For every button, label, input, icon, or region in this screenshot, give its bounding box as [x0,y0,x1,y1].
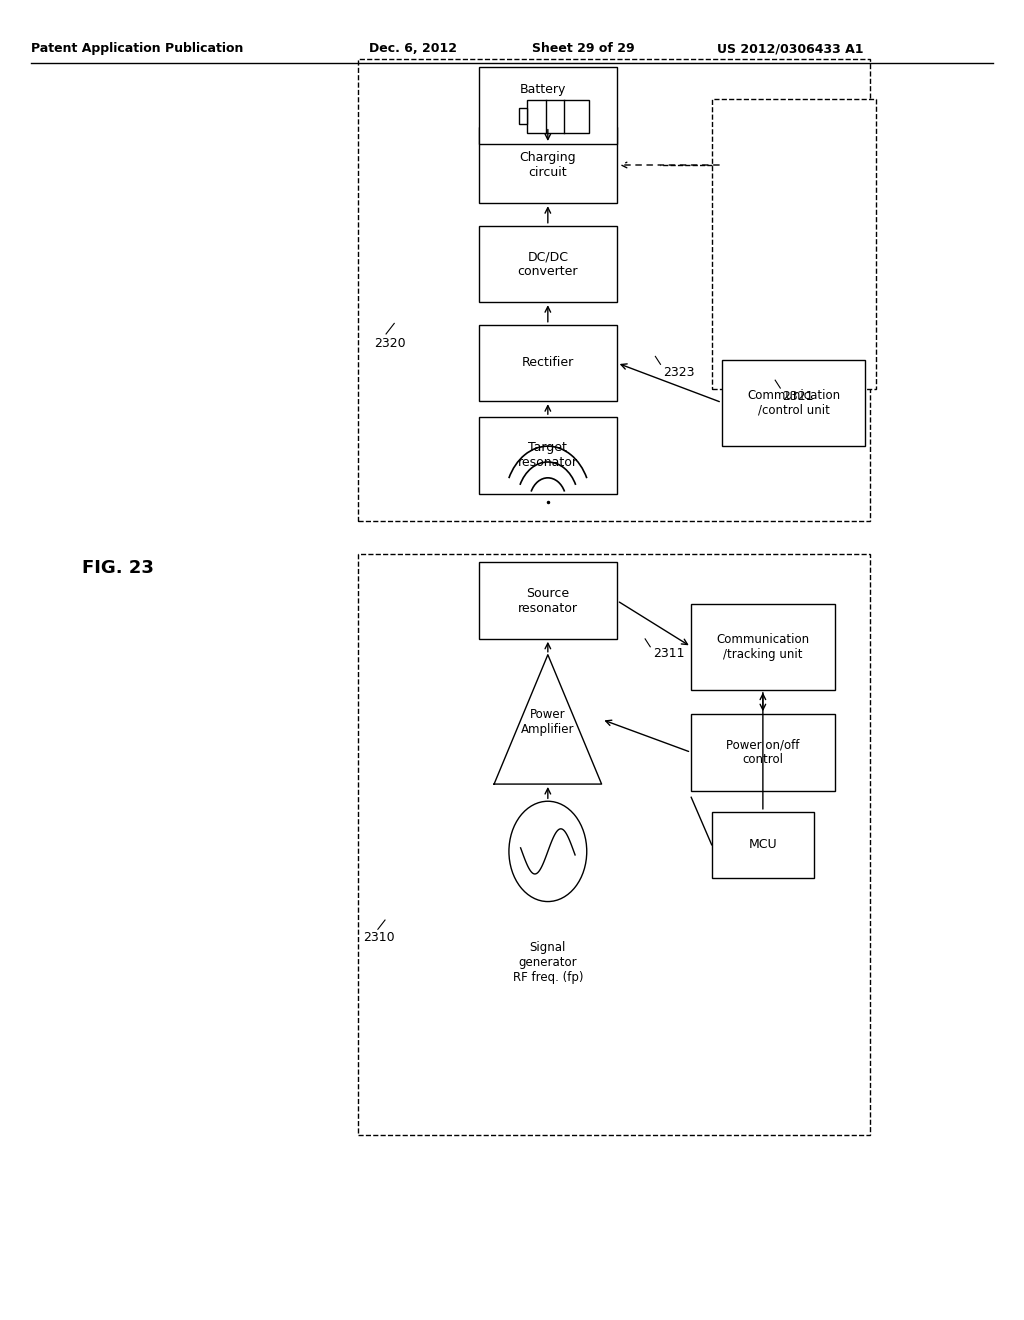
Text: Communication
/control unit: Communication /control unit [748,388,840,417]
Text: Signal
generator
RF freq. (fp): Signal generator RF freq. (fp) [513,941,583,985]
Text: Power on/off
control: Power on/off control [726,738,800,767]
FancyBboxPatch shape [479,67,616,144]
Text: 2310: 2310 [364,931,395,944]
Text: Rectifier: Rectifier [521,356,574,370]
Text: Source
resonator: Source resonator [518,586,578,615]
Text: Power
Amplifier: Power Amplifier [521,708,574,737]
Text: Dec. 6, 2012: Dec. 6, 2012 [369,42,457,55]
Text: 2323: 2323 [664,366,695,379]
Text: US 2012/0306433 A1: US 2012/0306433 A1 [717,42,863,55]
Text: Sheet 29 of 29: Sheet 29 of 29 [532,42,635,55]
Text: Battery: Battery [519,83,566,96]
FancyBboxPatch shape [479,127,616,203]
FancyBboxPatch shape [722,359,865,446]
Text: Patent Application Publication: Patent Application Publication [31,42,243,55]
FancyBboxPatch shape [479,417,616,494]
FancyBboxPatch shape [479,325,616,401]
Text: 2321: 2321 [782,389,814,403]
FancyBboxPatch shape [479,226,616,302]
Bar [519,108,527,124]
FancyBboxPatch shape [358,59,870,521]
Text: 2311: 2311 [653,647,685,660]
Text: Charging
circuit: Charging circuit [519,150,577,180]
Text: Communication
/tracking unit: Communication /tracking unit [717,632,809,661]
Text: FIG. 23: FIG. 23 [82,558,154,577]
FancyBboxPatch shape [691,605,835,689]
Text: 2320: 2320 [374,337,406,350]
FancyBboxPatch shape [712,812,814,878]
Text: Target
resonator: Target resonator [518,441,578,470]
Bar [527,99,589,132]
FancyBboxPatch shape [712,99,876,389]
FancyBboxPatch shape [479,562,616,639]
FancyBboxPatch shape [691,714,835,791]
FancyBboxPatch shape [358,554,870,1135]
Text: DC/DC
converter: DC/DC converter [517,249,579,279]
Text: MCU: MCU [749,838,777,851]
